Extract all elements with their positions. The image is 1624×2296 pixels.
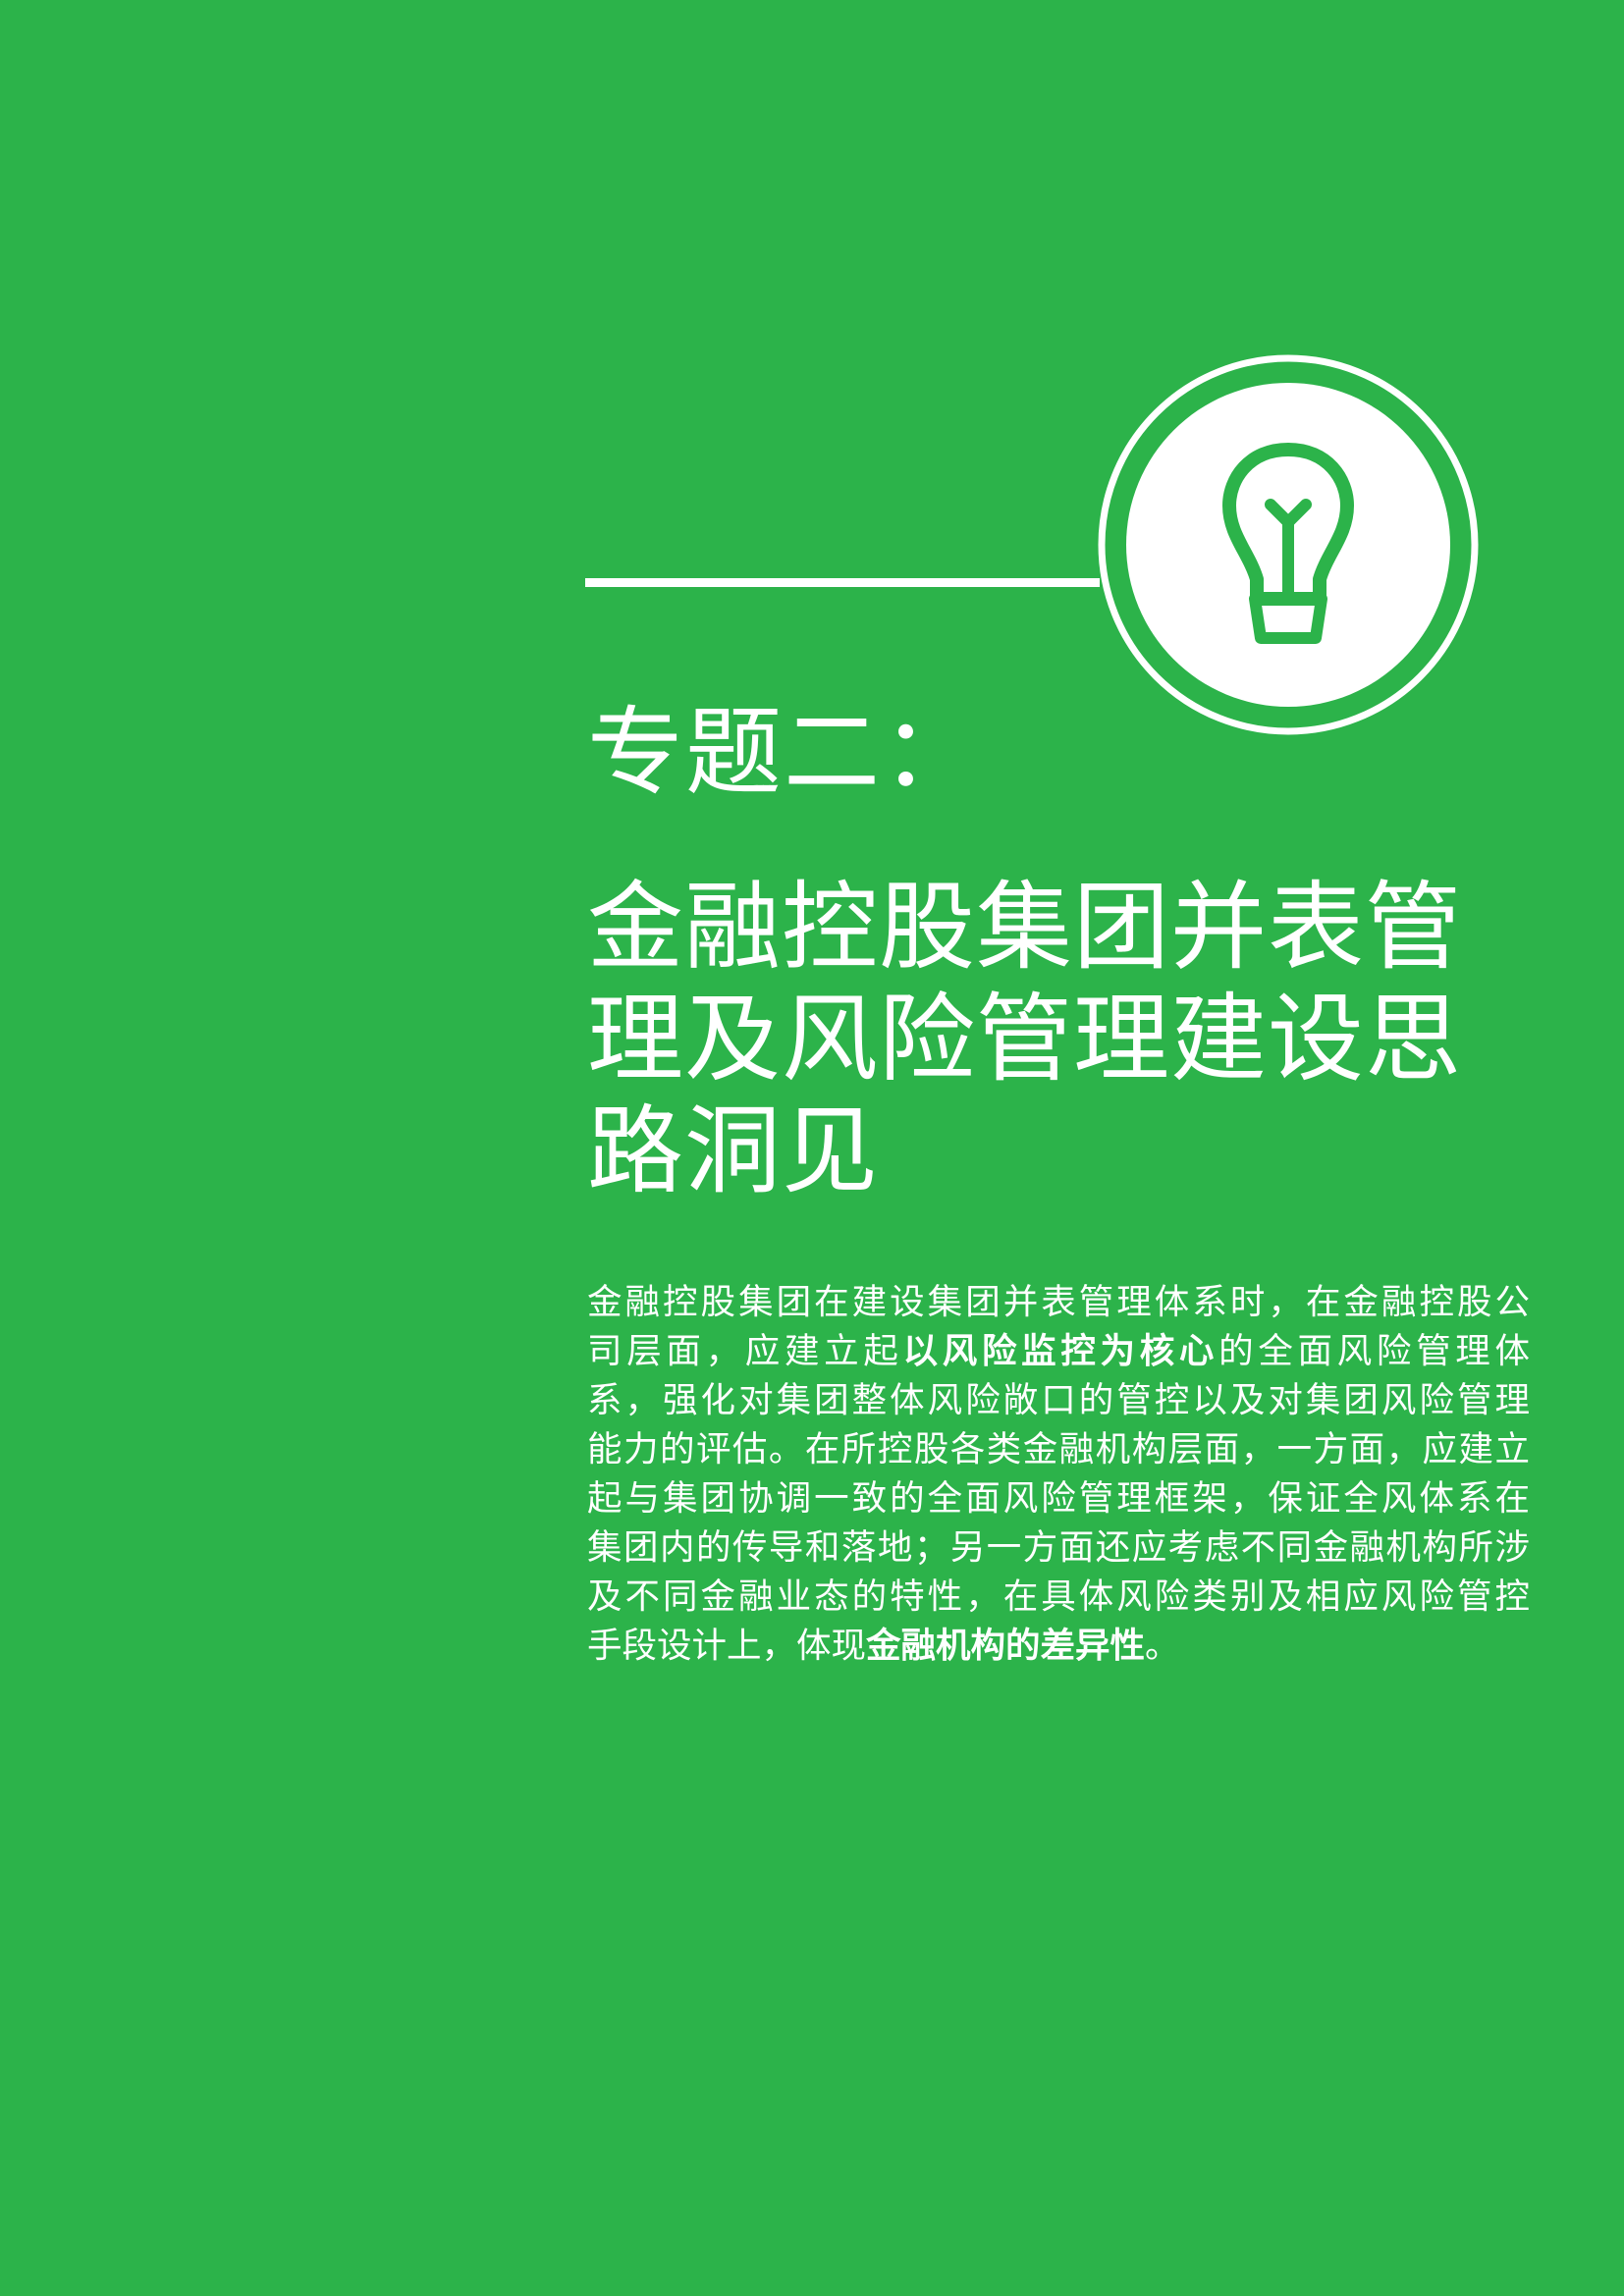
- title-line: 理及风险管理建设思: [587, 984, 1463, 1095]
- body-line: 金融控股集团在建设集团并表管理体系时，在金融控股公: [587, 1282, 1530, 1322]
- body-text: 。: [1145, 1626, 1180, 1666]
- body-line: 及不同金融业态的特性，在具体风险类别及相应风险管控: [587, 1576, 1530, 1617]
- body-line: 集团内的传导和落地；另一方面还应考虑不同金融机构所涉: [587, 1527, 1530, 1568]
- horizontal-rule: [585, 578, 1100, 587]
- body-text: 司层面，应建立起: [587, 1331, 903, 1371]
- title-line: 路洞见: [587, 1095, 880, 1207]
- emphasis-text: 以风险监控为核心: [902, 1331, 1219, 1371]
- lightbulb-icon: [1098, 354, 1479, 735]
- body-line: 能力的评估。在所控股各类金融机构层面，一方面，应建立: [587, 1429, 1530, 1469]
- emphasis-text: 金融机构的差异性: [866, 1626, 1146, 1666]
- body-line: 司层面，应建立起以风险监控为核心的全面风险管理体: [587, 1327, 1530, 1376]
- lightbulb-badge: [1092, 353, 1485, 736]
- body-line: 系，强化对集团整体风险敞口的管控以及对集团风险管理: [587, 1380, 1530, 1420]
- title-line: 金融控股集团并表管: [587, 872, 1463, 984]
- body-text: 的全面风险管理体: [1218, 1331, 1530, 1371]
- body-line: 起与集团协调一致的全面风险管理框架，保证全风体系在: [587, 1478, 1530, 1519]
- page-title: 金融控股集团并表管 理及风险管理建设思 路洞见: [587, 872, 1510, 1207]
- body-text: 手段设计上，体现: [587, 1626, 867, 1666]
- body-line: 手段设计上，体现金融机构的差异性。: [587, 1622, 1530, 1671]
- section-label: 专题二：: [587, 697, 981, 809]
- body-paragraph: 金融控股集团在建设集团并表管理体系时，在金融控股公 司层面，应建立起以风险监控为…: [587, 1278, 1530, 1671]
